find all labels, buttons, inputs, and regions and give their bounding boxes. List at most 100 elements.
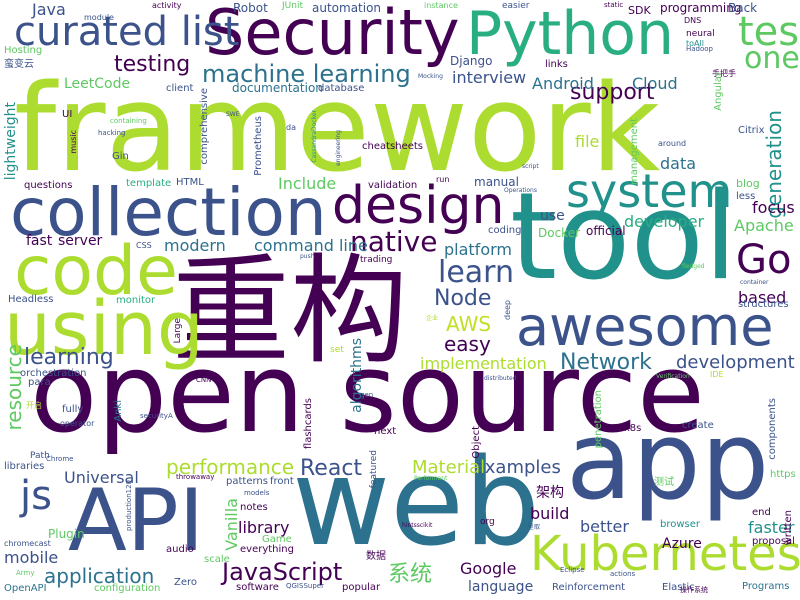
word-leetcode-70: LeetCode [64,76,131,92]
word-django-80: Django [450,54,493,68]
word-implementation-42: implementation [420,354,547,373]
word-create-109: create [682,420,714,431]
word-k8s-108: k8s [624,423,642,434]
word-eclipse-192: Eclipse [560,566,585,574]
word-penetration-178: penetration [593,390,604,449]
word-models-187: models [244,489,270,497]
word-run-159: run [436,175,450,184]
word-trading-165: trading [360,255,393,265]
word-structures-168: structures [738,299,789,310]
word-faster-58: faster [748,518,795,537]
word-vanilla-61: Vanilla [222,498,241,551]
word-para-99: para [28,377,51,388]
word-use-72: use [540,208,565,224]
word-language-63: language [468,579,534,595]
word-back-78: Back [728,1,758,15]
word-cjk-40: 系统 [388,562,433,587]
word-material-39: Material [412,457,486,478]
word-chrome-182: Chrome [46,455,74,463]
word-ui-150: UI [62,109,73,120]
word-mocking-148: Mocking [418,73,443,80]
word-build-56: build [530,504,570,523]
word-native-22: native [350,225,438,258]
word-api-6: API [68,471,205,571]
word-blog-92: blog [736,177,760,190]
word-openapi-122: OpenAPI [4,583,47,594]
word-actions-193: actions [610,570,636,578]
word-instance-138: instance [424,1,458,10]
word-library-60: library [238,518,290,537]
word-machine-learning-23: machine learning [202,60,411,88]
word-application-33: application [44,564,155,588]
word-container-167: container [740,279,769,286]
word-chromecast-132: chromecast [4,539,51,548]
word-awesome-12: awesome [516,295,774,358]
word-sdk-79: SDK [628,4,651,17]
word-activity-136: activity [152,1,182,10]
word-around-147: around [658,139,687,148]
word-containing-151: containing [110,117,147,125]
word-components-110: components [767,398,778,460]
word-security-10: Security [205,0,460,69]
word-examples-38: examples [474,457,561,478]
word-configuration-121: configuration [94,583,161,594]
word-cnn-173: CNN [196,376,212,384]
word-learn-21: learn [438,255,514,290]
word-app-5: app [566,399,770,524]
word-development-36: development [676,352,795,373]
word-system-15: system [566,164,733,218]
word-better-57: better [580,517,629,536]
word-cjk-145: 手把手 [712,69,736,78]
word-coding-162: coding [488,225,522,236]
word-node-27: Node [434,286,492,311]
word-modern-48: modern [164,236,226,255]
word-programming-77: programming [660,1,742,15]
word-go-19: Go [736,237,792,283]
word-distributed-177: distributed [484,375,517,382]
word-based-64: based [738,288,787,307]
word-everything-127: everything [240,544,294,555]
word-universal-55: Universal [64,468,139,487]
word-citrix-95: Citrix [738,125,765,136]
word-object-107: Object [471,426,482,459]
word-file-54: file [575,132,600,151]
word-monitor-97: monitor [116,295,156,306]
word-operations-161: Operations [504,187,537,194]
word-fledged-166: fledged [682,263,705,270]
word-css-163: CSS [136,241,152,250]
word-framework-0: framework [14,60,661,199]
word-prometheus-85: Prometheus [253,116,264,176]
word-angular-146: Angular [713,72,724,111]
word-azure-62: Azure [662,536,702,552]
word-path-105: Path [30,451,50,461]
word-hosting-133: Hosting [4,45,43,56]
word-set-172: set [330,345,344,355]
word-org-190: org [480,517,495,527]
word-production120-188: production120 [125,480,133,531]
word-data-50: data [660,154,697,173]
word-using-9: using [4,286,204,372]
word-official-74: official [586,224,626,238]
word-javascript-29: JavaScript [222,558,343,586]
word-software-120: software [236,582,279,593]
word-server-67: server [58,233,103,249]
word-easier-139: easier [502,1,530,11]
word-neural-142: neural [686,29,715,39]
word-cjk-175: 开启 [26,401,42,410]
word-ide-180: IDE [710,370,724,379]
word-support-25: support [570,80,655,105]
word-test-17: test [738,9,800,55]
word-interview-45: interview [452,68,527,87]
word-browser-115: browser [660,519,701,530]
word-html-89: HTML [176,177,204,188]
word-large-169: Large [173,318,183,344]
word-https-111: https [770,469,796,480]
word-client-83: client [166,83,194,94]
word-plugin-131: Plugin [48,527,85,541]
word-swe-156: SWE [226,111,240,118]
word-elastic-116: Elastic [662,582,695,593]
word-android-46: Android [532,74,594,93]
word-algorithms-43: algorithms [349,338,365,413]
word-web-4: web [292,434,541,573]
